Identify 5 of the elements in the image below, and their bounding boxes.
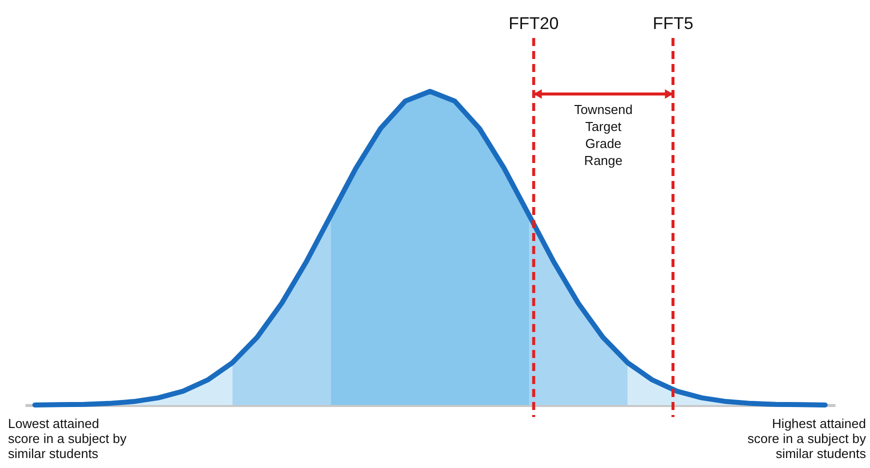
- text: Highest attained score in a subject by similar students: [747, 416, 866, 461]
- annotation: Townsend Target Grade Range: [574, 102, 633, 168]
- text: FFT5: [652, 14, 694, 33]
- text: FFT20: [508, 14, 559, 33]
- text: Lowest attained score in a subject by similar students: [8, 416, 128, 461]
